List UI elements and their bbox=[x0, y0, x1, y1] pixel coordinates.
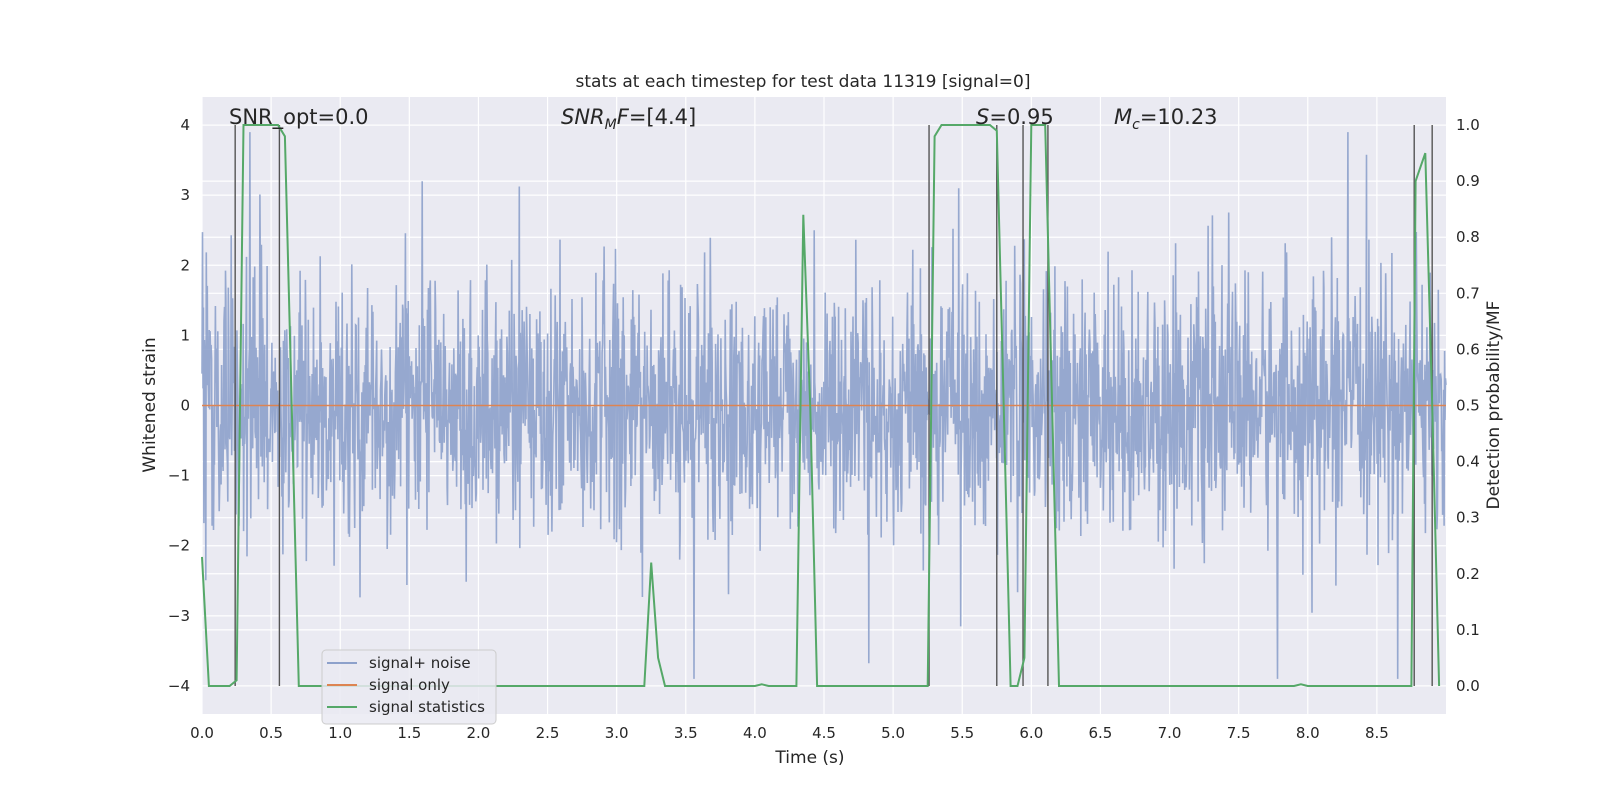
x-tick-label: 6.5 bbox=[1089, 724, 1113, 742]
x-tick-label: 2.5 bbox=[536, 724, 560, 742]
y2-tick-label: 1.0 bbox=[1456, 116, 1480, 134]
y-tick-label: −2 bbox=[168, 537, 190, 555]
y-tick-label: 2 bbox=[180, 256, 190, 274]
legend-box bbox=[321, 649, 497, 725]
x-tick-label: 5.0 bbox=[881, 724, 905, 742]
x-axis-ticks: 0.0 0.5 1.0 1.5 2.0 2.5 3.0 3.5 4.0 4.5 5.0 5.5 6.0 6… bbox=[190, 724, 1389, 742]
annotation-mc: Mc=10.23 bbox=[1114, 105, 1218, 133]
annotation-snr-opt: SNR_opt=0.0 bbox=[229, 105, 369, 130]
x-tick-label: 2.0 bbox=[467, 724, 491, 742]
chart-title: stats at each timestep for test data 113… bbox=[576, 72, 1031, 92]
x-tick-label: 3.5 bbox=[674, 724, 698, 742]
x-tick-label: 6.0 bbox=[1019, 724, 1043, 742]
legend-label-signal-only: signal only bbox=[369, 676, 450, 694]
x-tick-label: 0.5 bbox=[259, 724, 283, 742]
y2-tick-label: 0.2 bbox=[1456, 565, 1480, 583]
x-tick-label: 0.0 bbox=[190, 724, 214, 742]
y2-tick-label: 0.1 bbox=[1456, 621, 1480, 639]
series-signal-noise bbox=[201, 132, 1447, 679]
x-tick-label: 7.0 bbox=[1158, 724, 1182, 742]
x-tick-label: 5.5 bbox=[950, 724, 974, 742]
y2-axis-ticks: 1.0 0.9 0.8 0.7 0.6 0.5 0.4 0.3 0.2 0.1 0.0 bbox=[1456, 116, 1480, 695]
x-tick-label: 1.5 bbox=[397, 724, 421, 742]
annotation-snr-mf: SNRMF=[4.4] bbox=[561, 105, 696, 133]
x-axis-label: Time (s) bbox=[774, 748, 844, 768]
y-tick-label: −4 bbox=[168, 677, 190, 695]
y-tick-label: −3 bbox=[168, 607, 190, 625]
x-tick-label: 8.0 bbox=[1296, 724, 1320, 742]
x-tick-label: 4.0 bbox=[743, 724, 767, 742]
y2-tick-label: 0.3 bbox=[1456, 509, 1480, 527]
y-tick-label: 0 bbox=[180, 397, 190, 415]
y-tick-label: 4 bbox=[180, 116, 190, 134]
legend-label-signal-noise: signal+ noise bbox=[369, 654, 471, 672]
y2-tick-label: 0.0 bbox=[1456, 677, 1480, 695]
x-tick-label: 7.5 bbox=[1227, 724, 1251, 742]
y-tick-label: −1 bbox=[168, 467, 190, 485]
y-axis-ticks: 4 3 2 1 0 −1 −2 −3 −4 bbox=[168, 116, 190, 695]
legend-label-signal-statistics: signal statistics bbox=[369, 698, 485, 716]
y2-tick-label: 0.8 bbox=[1456, 228, 1480, 246]
y2-tick-label: 0.9 bbox=[1456, 172, 1480, 190]
series-line-signal-noise bbox=[201, 132, 1447, 679]
annotations: SNR_opt=0.0 SNRMF=[4.4] S=0.95 Mc=10.23 bbox=[229, 105, 1218, 133]
x-tick-label: 1.0 bbox=[328, 724, 352, 742]
legend: signal+ noise signal only signal statist… bbox=[321, 649, 497, 725]
y-tick-label: 3 bbox=[180, 186, 190, 204]
x-tick-label: 8.5 bbox=[1365, 724, 1389, 742]
y2-tick-label: 0.5 bbox=[1456, 397, 1480, 415]
y2-tick-label: 0.7 bbox=[1456, 284, 1480, 302]
x-tick-label: 3.0 bbox=[605, 724, 629, 742]
y2-tick-label: 0.4 bbox=[1456, 453, 1480, 471]
y-axis-label: Whitened strain bbox=[140, 337, 160, 472]
y2-tick-label: 0.6 bbox=[1456, 340, 1480, 358]
y2-axis-label: Detection probability/MF bbox=[1484, 301, 1504, 510]
y-tick-label: 1 bbox=[180, 326, 190, 344]
annotation-s: S=0.95 bbox=[976, 105, 1054, 129]
x-tick-label: 4.5 bbox=[812, 724, 836, 742]
